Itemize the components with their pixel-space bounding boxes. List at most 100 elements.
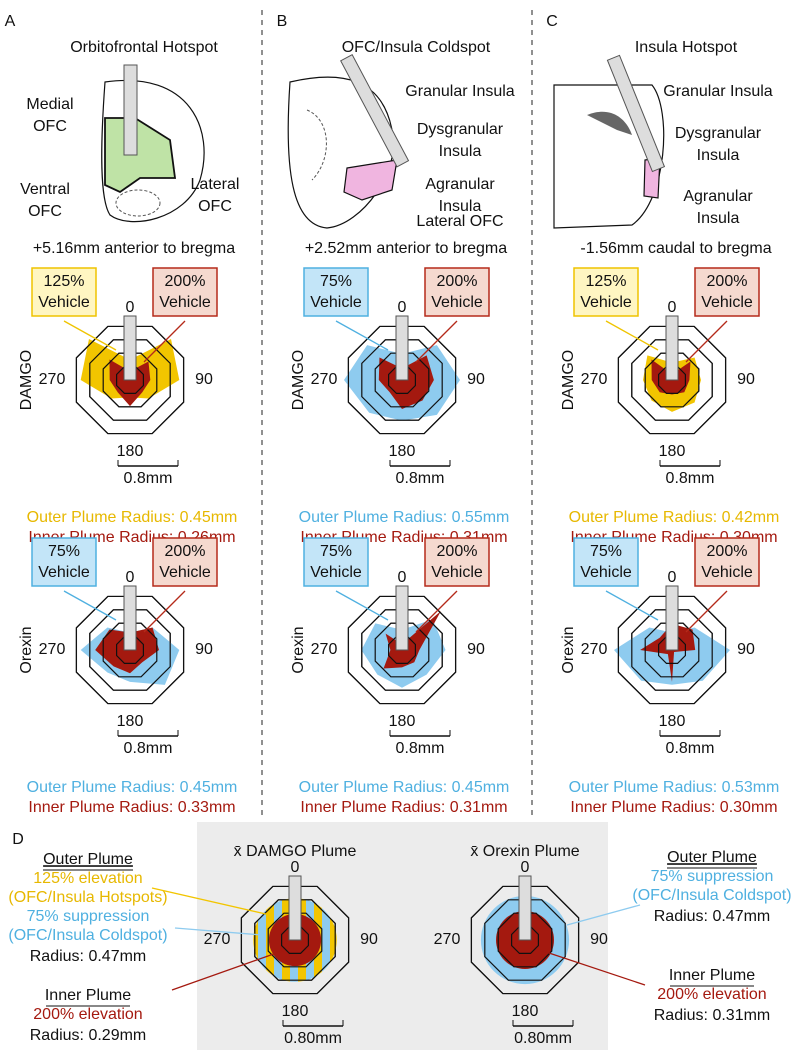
box-text: 200% (437, 543, 478, 560)
brain-outline (287, 76, 395, 229)
outer-radius: Outer Plume Radius: 0.42mm (569, 509, 780, 526)
legend-line: (OFC/Insula Coldspot) (632, 887, 791, 904)
label-box (152, 537, 218, 587)
region-label: OFC (28, 203, 62, 220)
angle-label: 90 (360, 931, 378, 948)
outer-radius: Outer Plume Radius: 0.45mm (299, 779, 510, 796)
angle-label: 270 (581, 371, 608, 388)
region-label: Agranular (683, 188, 753, 205)
target-ring (254, 899, 336, 981)
legend-line: 200% elevation (657, 986, 766, 1003)
legend-line: 200% elevation (33, 1006, 142, 1023)
angle-label: 180 (659, 713, 686, 730)
connector (143, 590, 186, 633)
stripe (253, 898, 258, 982)
angle-label: 270 (434, 931, 461, 948)
region-label: Agranular (425, 176, 495, 193)
angle-label: 270 (311, 371, 338, 388)
legend-radius: Radius: 0.47mm (30, 948, 147, 965)
scale-label: 0.80mm (284, 1030, 342, 1047)
label-box (573, 537, 639, 587)
angle-label: 270 (39, 371, 66, 388)
box-text: Vehicle (38, 564, 90, 581)
box-text: 200% (165, 273, 206, 290)
connector (415, 590, 458, 633)
legend-radius: Radius: 0.47mm (654, 908, 771, 925)
panel-letter: A (5, 13, 16, 30)
box-text: Vehicle (701, 294, 753, 311)
summary-title: x̄ Orexin Plume (470, 843, 579, 860)
target-ring (116, 636, 144, 664)
panel-letter: D (12, 831, 24, 848)
box-text: Vehicle (159, 294, 211, 311)
region-label: Insula (439, 143, 482, 160)
box-text: 75% (320, 273, 352, 290)
region-label: Granular Insula (405, 83, 514, 100)
angle-label: 180 (117, 713, 144, 730)
angle-label: 90 (467, 371, 485, 388)
angle-label: 90 (467, 641, 485, 658)
stripe (330, 898, 337, 982)
drug-label: Orexin (18, 626, 35, 673)
box-text: 200% (707, 273, 748, 290)
legend-radius: Radius: 0.29mm (30, 1027, 147, 1044)
summary-title: x̄ DAMGO Plume (234, 843, 357, 860)
legend-heading: Outer Plume (43, 851, 133, 868)
region-label: Lateral (191, 176, 240, 193)
scale-label: 0.8mm (666, 470, 715, 487)
angle-label: 0 (291, 859, 300, 876)
target-ring (617, 595, 727, 705)
target-ring (658, 636, 686, 664)
connector (143, 320, 186, 363)
brain-section (101, 64, 205, 223)
angle-label: 90 (195, 641, 213, 658)
angle-label: 270 (581, 641, 608, 658)
target-ring (102, 622, 158, 678)
angle-label: 270 (39, 641, 66, 658)
region-label: Lateral OFC (416, 213, 503, 230)
scale-label: 0.80mm (514, 1030, 572, 1047)
region-label: Granular Insula (663, 83, 772, 100)
label-box (694, 267, 760, 317)
coordinate-label: -1.56mm caudal to bregma (580, 240, 771, 257)
angle-label: 90 (737, 641, 755, 658)
cannula (123, 64, 138, 156)
scale-label: 0.8mm (396, 740, 445, 757)
scale-label: 0.8mm (124, 740, 173, 757)
connector (685, 590, 728, 633)
box-text: Vehicle (701, 564, 753, 581)
label-box (152, 267, 218, 317)
region-label: Ventral (20, 181, 70, 198)
drug-label: Orexin (560, 626, 577, 673)
target-ring (631, 339, 713, 421)
cannula (123, 585, 137, 651)
angle-label: 0 (668, 299, 677, 316)
angle-label: 180 (389, 443, 416, 460)
connector (63, 590, 117, 621)
box-text: Vehicle (431, 564, 483, 581)
target-ring (240, 885, 350, 995)
outer-radius: Outer Plume Radius: 0.45mm (27, 779, 238, 796)
region-label: Dysgranular (417, 121, 504, 138)
angle-label: 0 (521, 859, 530, 876)
box-text: 125% (586, 273, 627, 290)
inner-radius: Inner Plume Radius: 0.33mm (28, 799, 235, 816)
legend-line: 125% elevation (33, 870, 142, 887)
label-box (31, 267, 97, 317)
outer-radius: Outer Plume Radius: 0.55mm (299, 509, 510, 526)
target-ring (267, 912, 323, 968)
cannula (340, 54, 410, 168)
target-ring (658, 366, 686, 394)
target-ring (374, 352, 430, 408)
connector (335, 590, 389, 621)
target-ring (361, 339, 443, 421)
label-box (573, 267, 639, 317)
coordinate-label: +2.52mm anterior to bregma (305, 240, 507, 257)
target-ring (617, 325, 727, 435)
angle-label: 270 (204, 931, 231, 948)
box-text: Vehicle (580, 564, 632, 581)
drug-label: DAMGO (560, 350, 577, 410)
box-text: Vehicle (431, 294, 483, 311)
label-box (694, 537, 760, 587)
angle-label: 90 (590, 931, 608, 948)
